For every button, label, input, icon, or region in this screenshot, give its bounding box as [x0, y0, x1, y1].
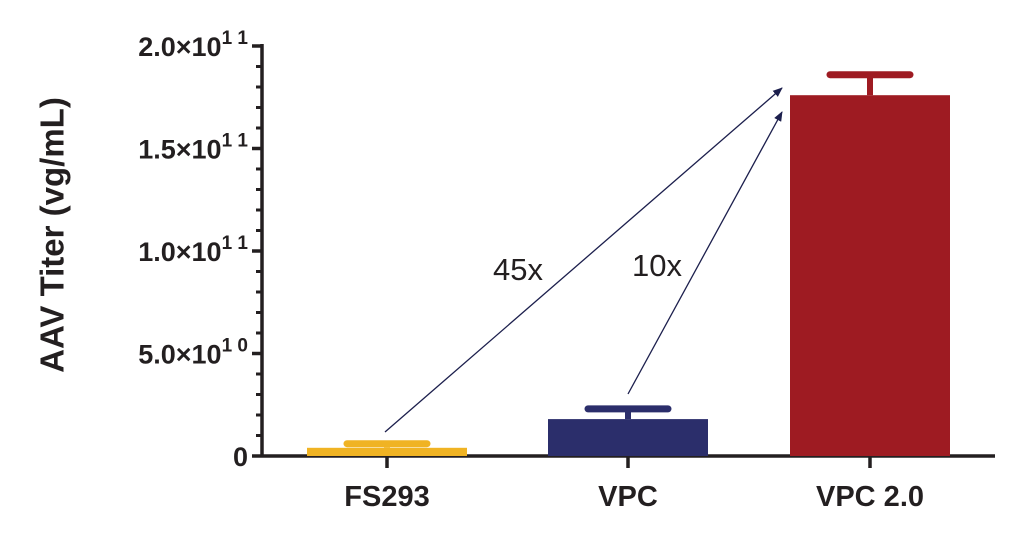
y-tick-label: 0 [233, 442, 248, 472]
y-tick-label: 1.5×101 1 [138, 131, 248, 165]
fold-change-label: 10x [632, 248, 682, 283]
y-tick-label: 5.0×101 0 [138, 336, 248, 370]
fold-change-arrow [627, 111, 783, 395]
bars [307, 71, 950, 456]
annotations: 45x 10x [384, 87, 783, 433]
fold-change-arrow [384, 87, 783, 433]
category-label: VPC [598, 481, 658, 513]
y-tick-label: 2.0×101 1 [138, 28, 248, 62]
y-axis-title: AAV Titer (vg/mL) [34, 97, 71, 373]
bar-2 [790, 95, 950, 456]
category-label: VPC 2.0 [816, 481, 924, 513]
fold-change-label: 45x [493, 252, 543, 287]
y-tick-label: 1.0×101 1 [138, 233, 248, 267]
bar-1 [548, 419, 708, 456]
bar-0 [307, 447, 467, 456]
axes: 0 5.0×101 0 1.0×101 1 1.5×101 1 2.0×101 1 FS2… [138, 28, 995, 513]
category-label: FS293 [344, 481, 429, 513]
